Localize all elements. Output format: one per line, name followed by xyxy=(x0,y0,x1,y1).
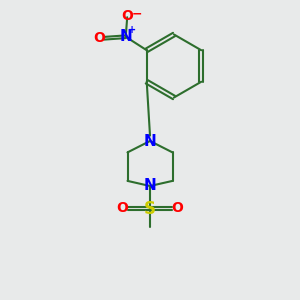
Text: O: O xyxy=(121,9,133,23)
Text: −: − xyxy=(132,7,142,20)
Text: N: N xyxy=(144,178,156,194)
Text: N: N xyxy=(144,134,156,148)
Text: S: S xyxy=(144,200,156,217)
Text: O: O xyxy=(172,202,184,215)
Text: N: N xyxy=(119,29,132,44)
Text: +: + xyxy=(128,25,136,35)
Text: O: O xyxy=(116,202,128,215)
Text: O: O xyxy=(93,31,105,45)
